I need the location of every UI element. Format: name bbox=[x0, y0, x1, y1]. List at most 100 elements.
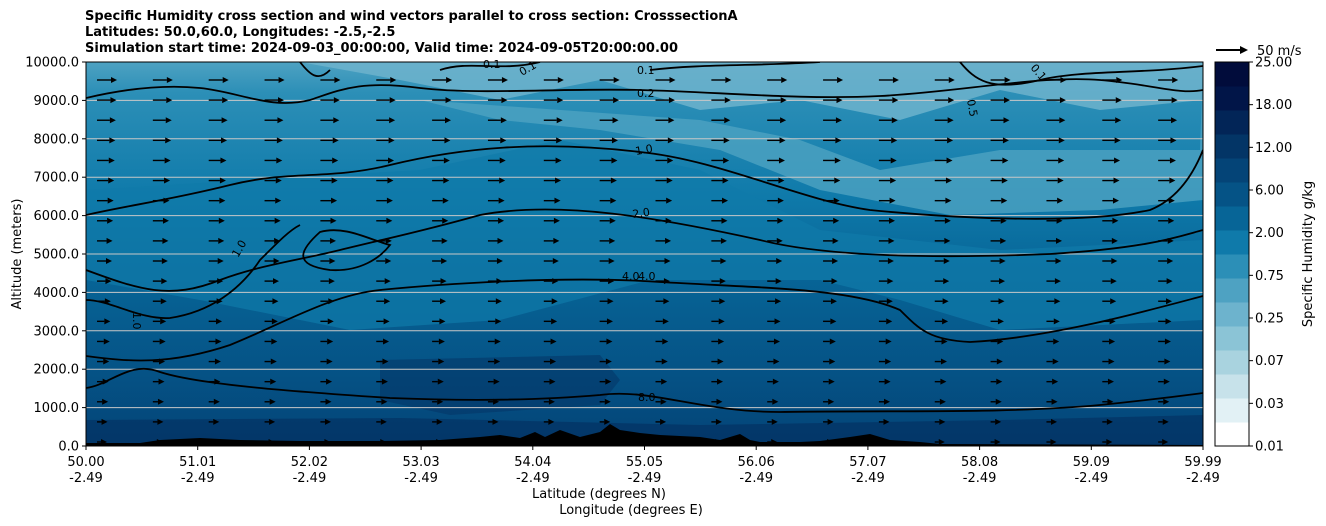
wind-vector bbox=[823, 378, 835, 385]
wind-vector bbox=[264, 298, 279, 305]
wind-vector bbox=[711, 237, 727, 244]
wind-vector bbox=[934, 97, 955, 104]
y-tick-label: 4000.0 bbox=[34, 286, 80, 301]
wind-vector bbox=[990, 418, 1002, 425]
wind-vector bbox=[152, 157, 171, 164]
wind-vector bbox=[97, 378, 109, 385]
colorbar-tick-label: 2.00 bbox=[1255, 226, 1284, 241]
y-axis: 0.0 1000.0 2000.0 3000.0 4000.0 5000.0 6000.0 7… bbox=[25, 56, 86, 455]
wind-vector bbox=[711, 398, 723, 405]
wind-vector bbox=[97, 398, 109, 405]
wind-vector bbox=[432, 177, 450, 184]
colorbar-segment bbox=[1215, 110, 1249, 135]
wind-vector bbox=[1046, 97, 1066, 104]
wind-vector bbox=[1102, 137, 1121, 144]
wind-vector bbox=[432, 358, 445, 365]
x-tick-label-lon: -2.49 bbox=[69, 471, 103, 486]
wind-vector bbox=[1102, 97, 1122, 104]
y-tick-label: 9000.0 bbox=[34, 94, 80, 109]
wind-vector bbox=[767, 318, 781, 325]
wind-vector bbox=[487, 398, 500, 405]
wind-vector bbox=[487, 97, 508, 104]
wind-vector bbox=[432, 418, 443, 425]
wind-vector bbox=[487, 378, 500, 385]
wind-vector bbox=[767, 177, 785, 184]
wind-vector bbox=[264, 197, 282, 204]
wind-vector bbox=[1158, 177, 1176, 184]
wind-vector bbox=[599, 378, 612, 385]
wind-vector bbox=[487, 318, 502, 325]
wind-vector bbox=[655, 258, 671, 264]
wind-vector bbox=[599, 338, 613, 345]
wind-vector bbox=[1158, 258, 1174, 264]
colorbar-segment bbox=[1215, 326, 1249, 351]
wind-vector bbox=[208, 157, 227, 164]
wind-vector bbox=[823, 197, 840, 204]
wind-vector bbox=[934, 378, 947, 385]
wind-vector bbox=[655, 237, 672, 244]
wind-vector bbox=[152, 258, 168, 264]
wind-vector bbox=[208, 217, 225, 224]
wind-vector bbox=[432, 278, 447, 285]
wind-vector bbox=[487, 418, 499, 425]
wind-vector bbox=[934, 77, 955, 83]
colorbar-tick-label: 0.03 bbox=[1255, 397, 1284, 412]
x-tick-label-lat: 52.02 bbox=[291, 455, 328, 470]
wind-vector bbox=[878, 298, 893, 305]
contour-8-0 bbox=[86, 367, 1203, 413]
wind-vector bbox=[767, 418, 778, 425]
y-tick-label: 8000.0 bbox=[34, 132, 80, 147]
wind-vector bbox=[823, 217, 840, 224]
reference-arrowhead-icon bbox=[1240, 46, 1248, 54]
wind-vector bbox=[934, 258, 950, 264]
wind-vector bbox=[990, 77, 1011, 83]
x-tick-label-lon: -2.49 bbox=[404, 471, 438, 486]
wind-vector bbox=[264, 278, 279, 285]
wind-vector bbox=[543, 177, 562, 184]
y-tick-label: 10000.0 bbox=[25, 56, 79, 71]
wind-vector bbox=[264, 398, 276, 405]
wind-vector bbox=[934, 358, 947, 365]
wind-vector bbox=[264, 77, 285, 83]
wind-reference-label: 50 m/s bbox=[1257, 44, 1302, 59]
wind-vector bbox=[934, 398, 946, 405]
wind-vector bbox=[599, 358, 612, 365]
wind-vector bbox=[767, 378, 779, 385]
wind-vector bbox=[320, 137, 339, 144]
colorbar-segment bbox=[1215, 278, 1249, 303]
wind-vector bbox=[264, 237, 281, 244]
wind-vector bbox=[1102, 258, 1118, 264]
wind-vector bbox=[376, 177, 394, 184]
wind-vector bbox=[264, 318, 278, 325]
wind-vector bbox=[1046, 358, 1059, 365]
wind-vector bbox=[1102, 278, 1117, 285]
wind-vector bbox=[711, 77, 732, 83]
chart-title-line-1: Specific Humidity cross section and wind… bbox=[85, 9, 738, 24]
wind-vector bbox=[487, 217, 505, 224]
wind-vectors bbox=[97, 77, 1179, 445]
wind-vector bbox=[264, 258, 280, 264]
wind-vector bbox=[320, 338, 334, 345]
y-tick-label: 1000.0 bbox=[34, 401, 80, 416]
wind-vector bbox=[1046, 439, 1057, 445]
wind-vector bbox=[934, 237, 951, 244]
wind-vector bbox=[264, 117, 284, 124]
wind-vector bbox=[1158, 237, 1174, 244]
wind-vector bbox=[990, 217, 1007, 224]
y-axis-label: Altitude (meters) bbox=[10, 199, 25, 310]
wind-vector bbox=[878, 177, 897, 184]
x-tick-label-lon: -2.49 bbox=[181, 471, 215, 486]
contour-0-1-top bbox=[299, 62, 1203, 86]
wind-vector bbox=[1158, 217, 1175, 224]
contour-4-0-plume bbox=[302, 229, 392, 271]
wind-vector bbox=[320, 197, 338, 204]
wind-vector bbox=[934, 137, 954, 144]
wind-reference-key: 50 m/s bbox=[1216, 44, 1302, 59]
wind-vector bbox=[1046, 378, 1059, 385]
wind-vector bbox=[376, 258, 392, 264]
wind-vector bbox=[487, 117, 507, 124]
wind-vector bbox=[376, 378, 388, 385]
contour-label: 4.0 bbox=[622, 270, 640, 283]
wind-vector bbox=[1158, 197, 1175, 204]
wind-vector bbox=[432, 157, 450, 164]
